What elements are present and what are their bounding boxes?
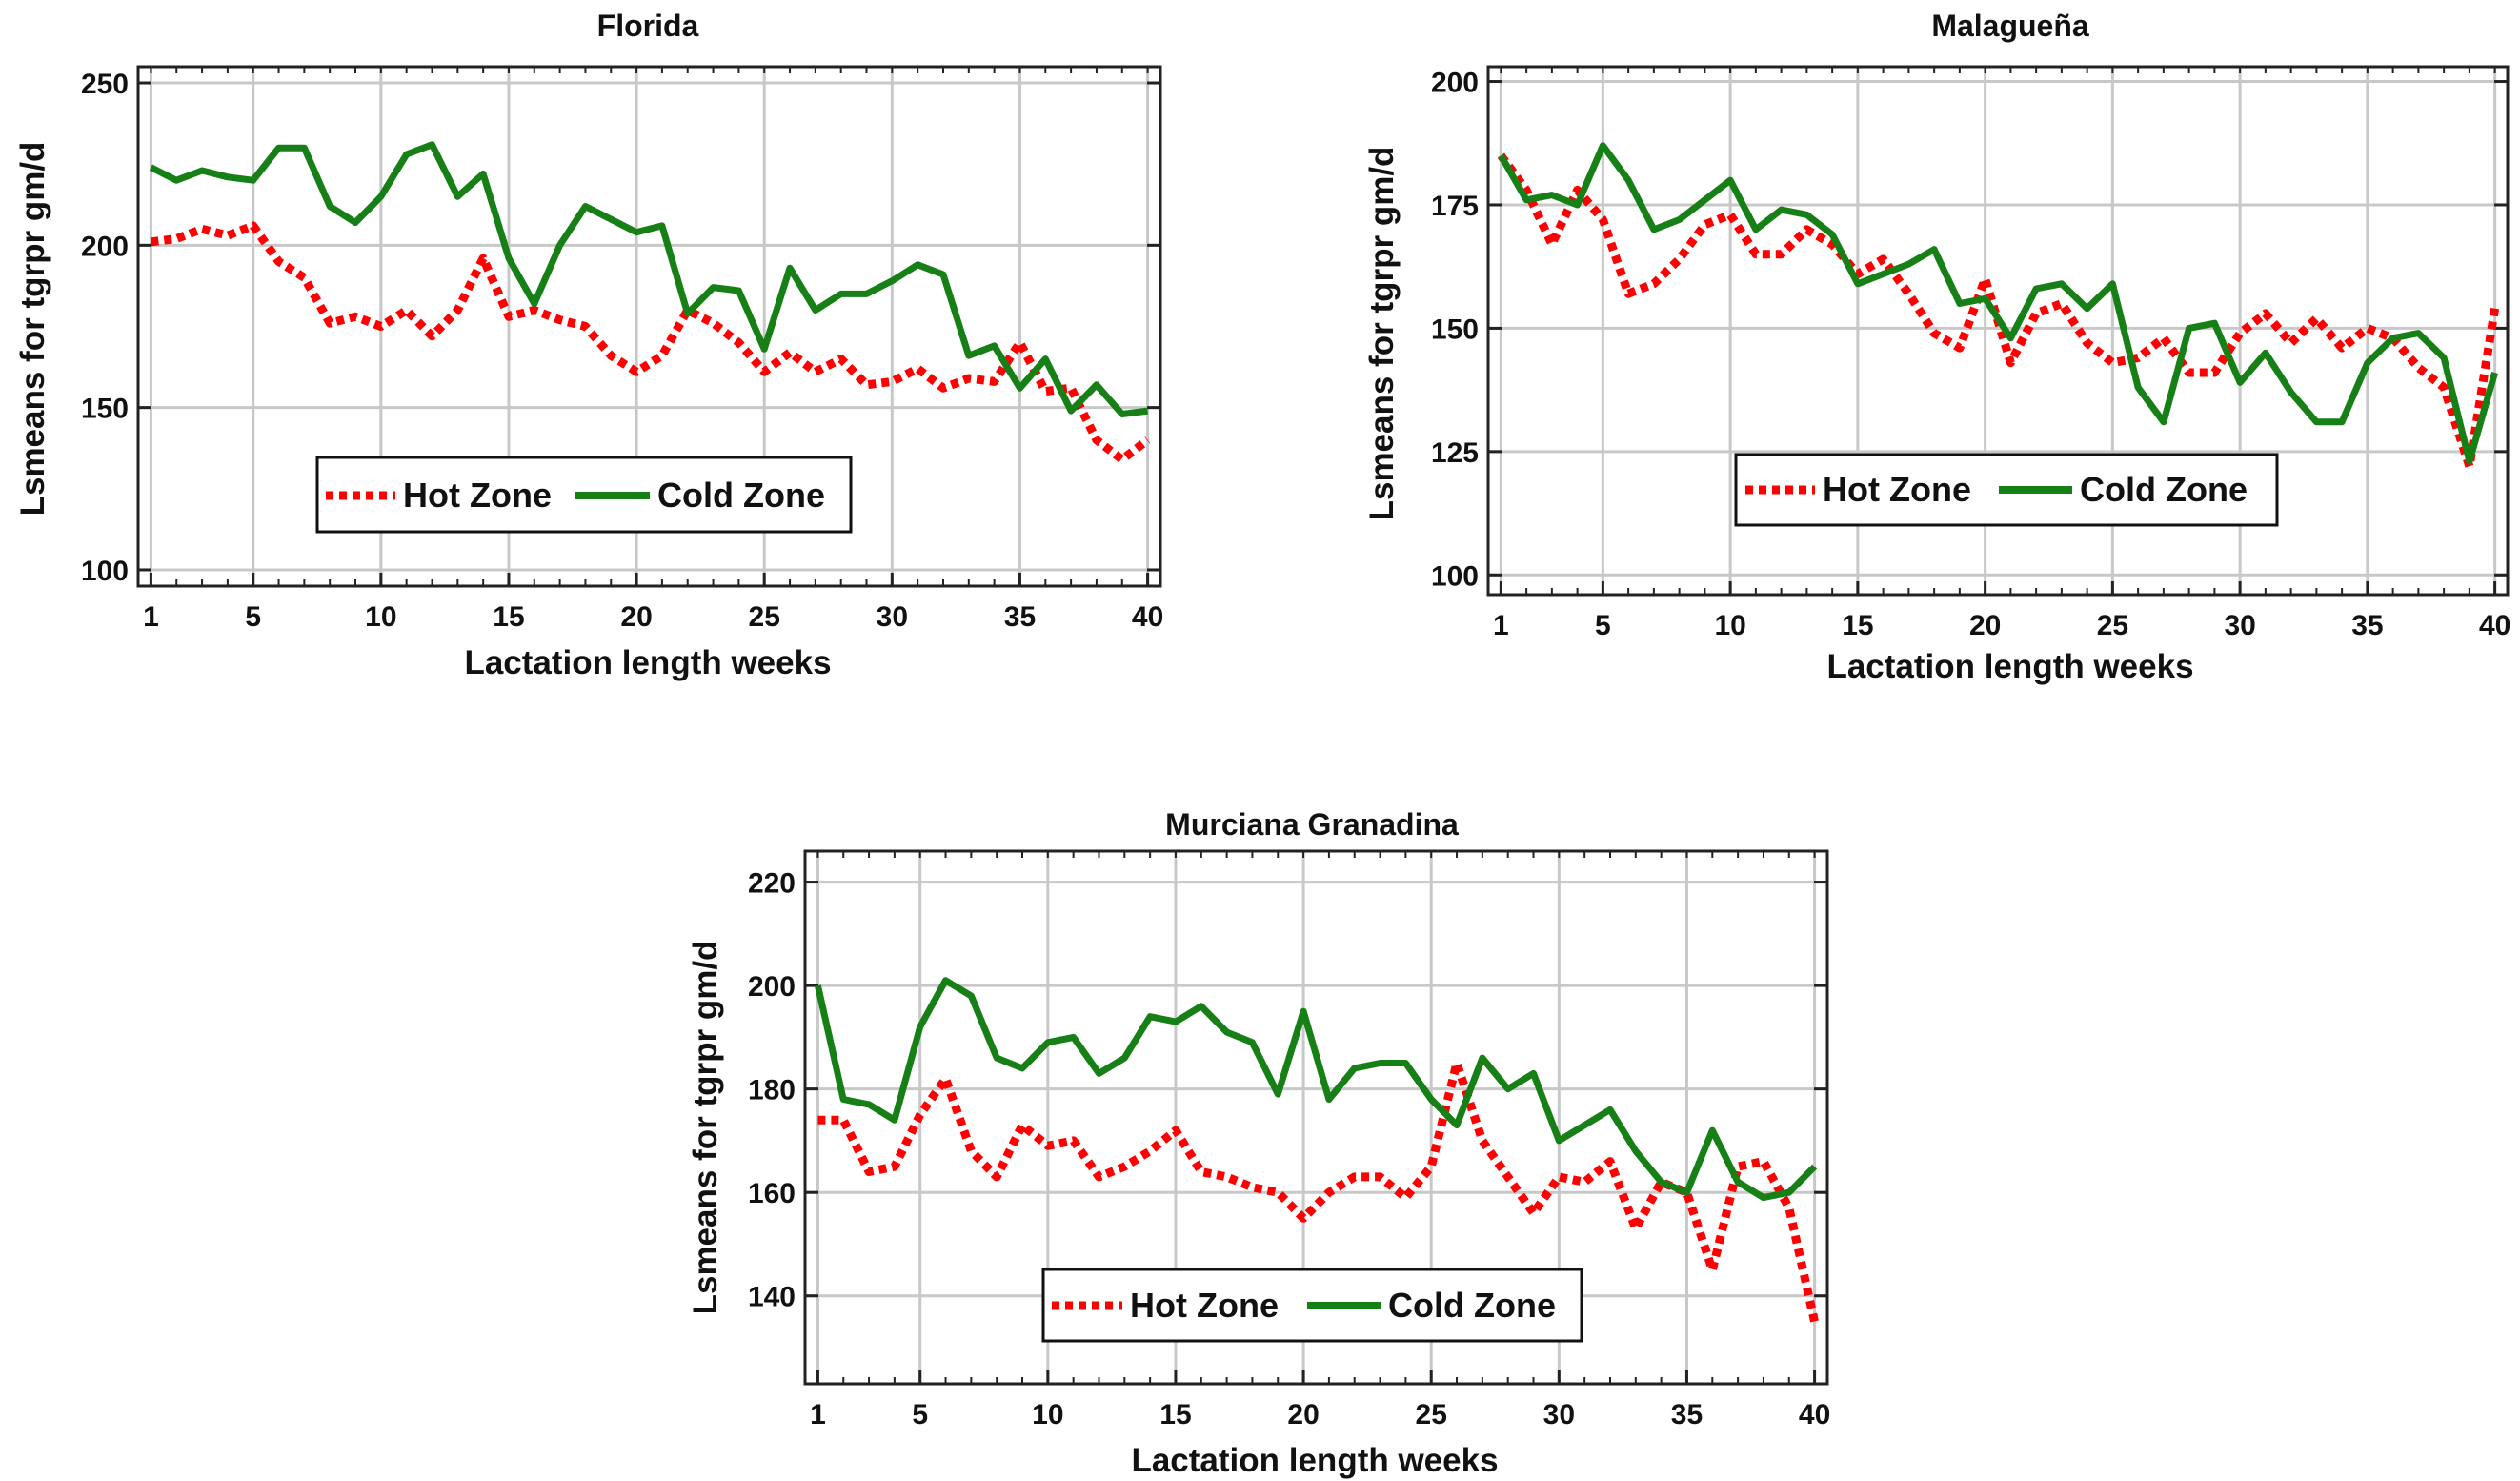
legend: Hot Zone Cold Zone	[1734, 453, 2279, 527]
plot-frame	[136, 65, 1162, 588]
x-tick-label: 20	[1287, 1399, 1319, 1430]
x-tick-label: 30	[877, 601, 908, 633]
grid	[138, 67, 1160, 586]
y-axis-label: Lsmeans for tgrpr gm/d	[687, 941, 724, 1315]
legend-cold-label: Cold Zone	[657, 476, 825, 515]
x-tick-label: 15	[1842, 610, 1873, 641]
grid	[1488, 67, 2508, 595]
hot-zone-line	[150, 221, 1151, 464]
chart-title: Malagueña	[1931, 9, 2089, 43]
x-axis-label: Lactation length weeks	[1826, 648, 2193, 685]
legend-cold-label: Cold Zone	[2080, 470, 2248, 509]
legend-hot-label: Hot Zone	[1823, 470, 1971, 509]
x-axis-label: Lactation length weeks	[464, 644, 831, 681]
cold-zone-line	[814, 977, 1818, 1202]
legend: Hot Zone Cold Zone	[315, 456, 853, 534]
series-lines	[814, 977, 1819, 1323]
legend-hot-label: Hot Zone	[403, 476, 552, 515]
series-lines	[149, 141, 1151, 464]
x-tick-label: 40	[2479, 610, 2510, 641]
chart-title: Florida	[597, 9, 699, 43]
legend-hot-label: Hot Zone	[1130, 1286, 1279, 1325]
x-tick-label: 25	[749, 601, 780, 633]
x-tick-label: 30	[2224, 610, 2255, 641]
x-axis-label: Lactation length weeks	[1131, 1442, 1498, 1479]
y-tick-label: 125	[1431, 437, 1479, 469]
x-tick-label: 1	[1493, 610, 1509, 641]
x-tick-label: 5	[1595, 610, 1611, 641]
x-tick-label: 25	[2097, 610, 2128, 641]
y-tick-label: 100	[81, 556, 129, 587]
y-axis-label: Lsmeans for tgrpr gm/d	[14, 142, 51, 517]
x-tick-label: 15	[1159, 1399, 1191, 1430]
x-tick-label: 20	[1969, 610, 2001, 641]
y-tick-label: 140	[748, 1282, 796, 1313]
y-tick-label: 220	[748, 868, 796, 900]
x-tick-label: 20	[620, 601, 652, 633]
x-tick-label: 1	[143, 601, 159, 633]
y-tick-label: 200	[81, 231, 129, 262]
x-tick-label: 10	[1032, 1399, 1063, 1430]
x-tick-label: 25	[1416, 1399, 1447, 1430]
cold-zone-line	[149, 141, 1149, 417]
x-tick-label: 15	[493, 601, 524, 633]
y-tick-label: 160	[748, 1178, 796, 1209]
x-tick-label: 5	[245, 601, 261, 633]
x-tick-label: 10	[365, 601, 396, 633]
y-tick-label: 180	[748, 1075, 796, 1106]
y-tick-label: 150	[81, 394, 129, 425]
legend: Hot Zone Cold Zone	[1041, 1268, 1583, 1343]
y-tick-label: 175	[1431, 191, 1479, 222]
x-tick-label: 1	[810, 1399, 826, 1430]
series-lines	[1497, 142, 2500, 471]
y-tick-label: 100	[1431, 560, 1479, 592]
x-tick-label: 35	[1004, 601, 1036, 633]
y-tick-label: 250	[81, 69, 129, 100]
malaguena-chart: Malagueña 1 5 10 15 20 25 30 35 4010012515017520…	[1363, 9, 2510, 685]
y-axis-label: Lsmeans for tgrpr gm/d	[1363, 147, 1401, 521]
x-tick-label: 30	[1543, 1399, 1575, 1430]
plot-frame	[1486, 65, 2510, 597]
x-tick-label: 5	[912, 1399, 928, 1430]
y-tick-label: 200	[1431, 68, 1479, 99]
x-tick-label: 40	[1132, 601, 1163, 633]
x-tick-label: 10	[1714, 610, 1745, 641]
y-tick-label: 150	[1431, 314, 1479, 345]
chart-title: Murciana Granadina	[1165, 807, 1459, 842]
legend-cold-label: Cold Zone	[1388, 1286, 1556, 1325]
cold-zone-line	[1498, 142, 2498, 465]
y-tick-label: 200	[748, 971, 796, 1003]
x-tick-label: 35	[1671, 1399, 1703, 1430]
plot-frame	[803, 849, 1829, 1386]
x-tick-label: 35	[2351, 610, 2383, 641]
x-tick-label: 40	[1799, 1399, 1830, 1430]
murciana-granadina-chart: Murciana Granadina 1 5 10 15 20 25 30 35 4014016…	[687, 807, 1830, 1479]
